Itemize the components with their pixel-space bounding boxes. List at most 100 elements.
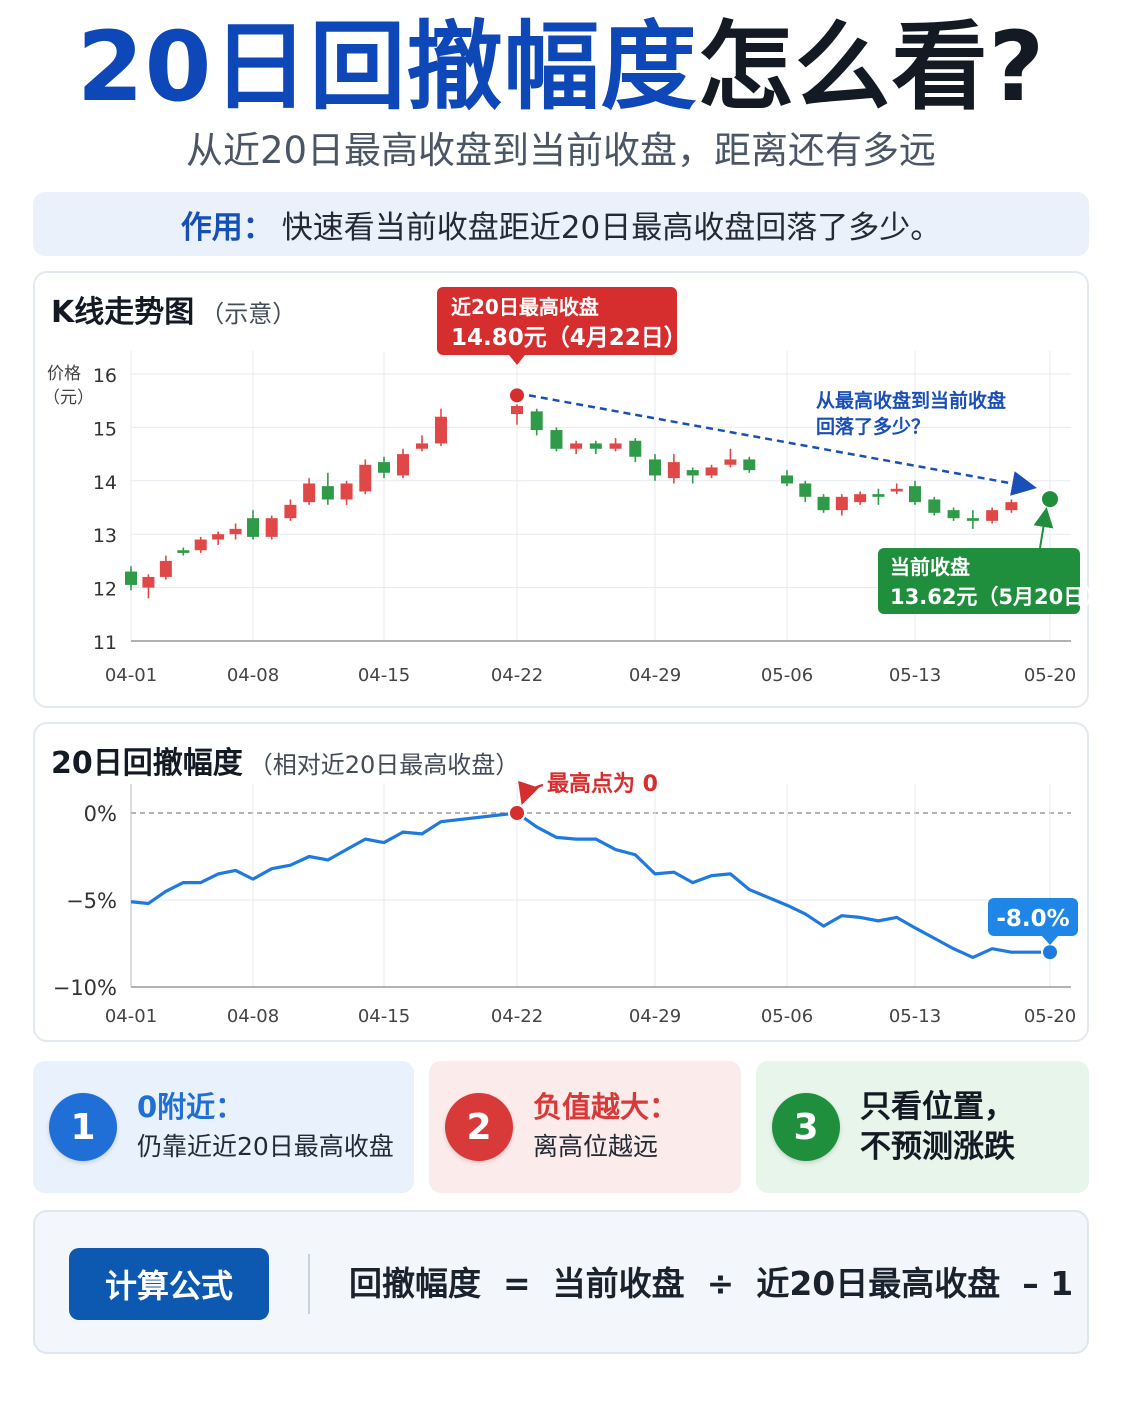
kline-title: K线走势图 bbox=[51, 295, 195, 330]
candle-body bbox=[947, 510, 960, 519]
current-callout-arrow bbox=[1033, 507, 1054, 549]
k-ytick-label: 13 bbox=[93, 525, 117, 547]
candle-body bbox=[743, 459, 756, 471]
candle-body bbox=[550, 430, 563, 449]
candle-body bbox=[359, 464, 372, 492]
candle-body bbox=[799, 483, 812, 497]
k-xtick-label: 04-08 bbox=[227, 665, 279, 686]
candle-body bbox=[378, 462, 390, 473]
candle-body bbox=[416, 443, 428, 449]
tip-card-3: 3 只看位置， 不预测涨跌 bbox=[756, 1061, 1089, 1193]
k-xtick-label: 05-20 bbox=[1024, 665, 1076, 686]
title-dark: 怎么看? bbox=[697, 11, 1046, 123]
purpose-banner: 作用： 快速看当前收盘距近20日最高收盘回落了多少。 bbox=[33, 192, 1089, 256]
question-line1: 从最高收盘到当前收盘 bbox=[816, 389, 1006, 412]
formula-part-6: – 1 bbox=[1022, 1264, 1074, 1303]
candle-body bbox=[530, 411, 543, 431]
drawdown-panel-title: 20日回撤幅度 （相对近20日最高收盘） bbox=[51, 738, 519, 782]
candle-body bbox=[321, 486, 334, 500]
d-xtick-label: 04-08 bbox=[227, 1006, 279, 1027]
candle-body bbox=[609, 443, 622, 449]
tip-number-3: 3 bbox=[772, 1093, 840, 1161]
formula-part-4: ÷ bbox=[706, 1264, 735, 1303]
candle-body bbox=[125, 571, 137, 585]
end-badge-box bbox=[988, 898, 1078, 936]
k-ylabel-2: （元） bbox=[43, 388, 94, 408]
formula-expression: 回撤幅度 = 当前收盘 ÷ 近20日最高收盘 – 1 bbox=[349, 1260, 1095, 1308]
drawdown-title: 20日回撤幅度 bbox=[51, 746, 243, 781]
tip-body-3: 不预测涨跌 bbox=[860, 1129, 1015, 1165]
candle-body bbox=[890, 488, 903, 492]
peak-callout-line1: 近20日最高收盘 bbox=[451, 295, 599, 319]
candle-body bbox=[212, 534, 225, 540]
candle-body bbox=[909, 486, 921, 503]
candle-body bbox=[986, 510, 999, 521]
peak-callout-box bbox=[437, 287, 677, 355]
k-xtick-label: 04-01 bbox=[105, 665, 157, 686]
d-xtick-label: 05-13 bbox=[889, 1006, 941, 1027]
kline-panel-title: K线走势图 （示意） bbox=[51, 287, 296, 331]
k-ylabel-1: 价格 bbox=[47, 364, 81, 384]
formula-part-1: 回撤幅度 bbox=[349, 1264, 481, 1303]
drawdown-end-dot bbox=[1041, 943, 1059, 962]
candle-body bbox=[229, 528, 242, 535]
candle-body bbox=[817, 496, 830, 511]
tip-body-2: 离高位越远 bbox=[533, 1132, 659, 1161]
candle-body bbox=[724, 459, 737, 465]
candle-body bbox=[194, 539, 207, 551]
drawdown-panel: 20日回撤幅度 （相对近20日最高收盘） 0% −5% −10% 04-01 04-08 0… bbox=[33, 722, 1089, 1042]
page-subtitle: 从近20日最高收盘到当前收盘，距离还有多远 bbox=[185, 129, 937, 172]
candle-body bbox=[397, 454, 409, 476]
kline-title-note: （示意） bbox=[200, 300, 297, 328]
candle-body bbox=[686, 470, 699, 476]
candle-body bbox=[570, 443, 583, 449]
k-ytick-label: 14 bbox=[93, 472, 117, 494]
current-callout-line2: 13.62元（5月20日） bbox=[890, 585, 1091, 609]
title-blue: 20日回撤幅度 bbox=[76, 11, 698, 123]
k-xtick-label: 05-13 bbox=[889, 665, 941, 686]
candle-body bbox=[589, 443, 602, 449]
candle-body bbox=[705, 467, 718, 476]
candle-body bbox=[340, 483, 353, 500]
question-line2: 回落了多少？ bbox=[816, 415, 930, 438]
current-callout-line1: 当前收盘 bbox=[890, 555, 970, 579]
peak-dot bbox=[508, 386, 526, 405]
d-xtick-label: 05-06 bbox=[761, 1006, 813, 1027]
formula-part-2: = bbox=[503, 1264, 531, 1303]
candle-body bbox=[511, 406, 523, 415]
tip-head-3: 只看位置， bbox=[860, 1089, 1015, 1125]
candle-body bbox=[1005, 502, 1018, 511]
formula-button[interactable]: 计算公式 bbox=[69, 1248, 269, 1320]
candle-body bbox=[303, 483, 316, 503]
d-ytick-label: −10% bbox=[53, 976, 117, 1000]
end-badge-pointer bbox=[1042, 936, 1058, 945]
end-badge-text: -8.0% bbox=[996, 906, 1069, 932]
current-callout-box bbox=[878, 548, 1080, 614]
k-ytick-label: 11 bbox=[93, 632, 117, 654]
k-ytick-label: 16 bbox=[93, 365, 117, 387]
peak-callout-pointer bbox=[509, 355, 525, 365]
tip-body-1: 仍靠近近20日最高收盘 bbox=[137, 1132, 394, 1161]
tip-head-2: 负值越大： bbox=[533, 1090, 679, 1124]
candle-body bbox=[781, 475, 793, 484]
d-xtick-label: 04-29 bbox=[629, 1006, 681, 1027]
candle-body bbox=[629, 440, 642, 457]
current-dot bbox=[1040, 489, 1060, 510]
peak-note-arrow bbox=[518, 780, 544, 806]
drawdown-peak-dot bbox=[508, 804, 526, 822]
purpose-label: 作用： bbox=[180, 209, 274, 246]
candle-body bbox=[159, 560, 172, 577]
drawdown-title-note: （相对近20日最高收盘） bbox=[248, 751, 520, 779]
tip-card-2: 2 负值越大： 离高位越远 bbox=[429, 1061, 741, 1193]
formula-divider bbox=[308, 1254, 310, 1314]
candle-body bbox=[928, 499, 941, 513]
peak-callout-line2: 14.80元（4月22日） bbox=[451, 324, 687, 351]
k-xtick-label: 05-06 bbox=[761, 665, 813, 686]
d-ytick-label: −5% bbox=[66, 889, 117, 913]
formula-part-5: 近20日最高收盘 bbox=[756, 1264, 1001, 1303]
candle-body bbox=[649, 459, 661, 476]
tips-row: 1 0附近： 仍靠近近20日最高收盘 2 负值越大： 离高位越远 3 只看位置，… bbox=[33, 1061, 1089, 1193]
tip-number-2: 2 bbox=[445, 1093, 513, 1161]
peak-to-current-arrow bbox=[528, 394, 1037, 496]
kline-chart: 11 12 13 14 15 16 04-01 04-08 04-15 04-22 04-29 05-… bbox=[43, 287, 1091, 686]
